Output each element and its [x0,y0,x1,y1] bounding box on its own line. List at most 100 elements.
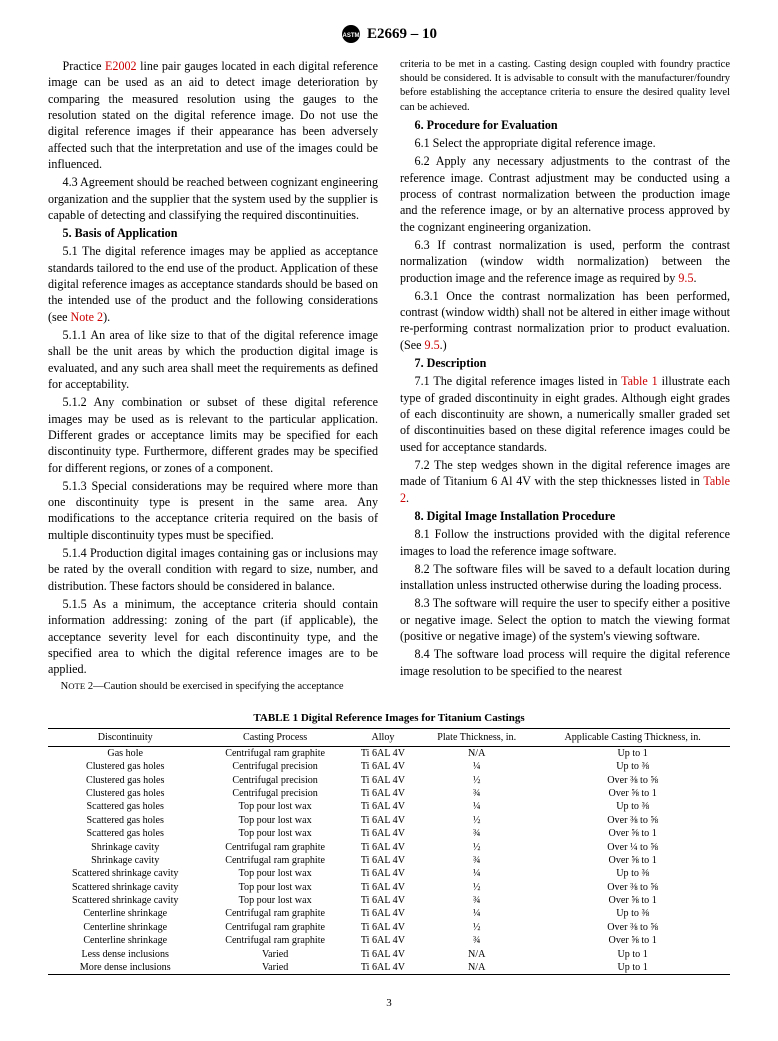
table-cell: Ti 6AL 4V [348,867,418,880]
para-5-1-3: 5.1.3 Special considerations may be requ… [48,478,378,543]
table-row: Scattered gas holesTop pour lost waxTi 6… [48,814,730,827]
table-row: Gas holeCentrifugal ram graphiteTi 6AL 4… [48,746,730,760]
para-7-2: 7.2 The step wedges shown in the digital… [400,457,730,506]
table-1-title: TABLE 1 Digital Reference Images for Tit… [48,712,730,724]
table-cell: Scattered gas holes [48,827,202,840]
para-8-2: 8.2 The software files will be saved to … [400,561,730,594]
table-cell: ½ [418,840,535,853]
table-row: Scattered shrinkage cavityTop pour lost … [48,867,730,880]
table-row: Scattered shrinkage cavityTop pour lost … [48,894,730,907]
table-row: Scattered gas holesTop pour lost waxTi 6… [48,800,730,813]
table-cell: Ti 6AL 4V [348,773,418,786]
table-cell: ¾ [418,894,535,907]
table-cell: Ti 6AL 4V [348,840,418,853]
table-cell: N/A [418,961,535,975]
table-cell: Over ⅝ to 1 [535,934,730,947]
table-cell: N/A [418,746,535,760]
table-cell: Varied [202,961,347,975]
table-cell: Ti 6AL 4V [348,947,418,960]
table-cell: Scattered gas holes [48,800,202,813]
table-row: Shrinkage cavityCentrifugal ram graphite… [48,840,730,853]
table-cell: Up to ⅜ [535,867,730,880]
table-cell: Over ⅜ to ⅝ [535,880,730,893]
astm-logo-icon: ASTM [341,24,361,44]
table-cell: Ti 6AL 4V [348,760,418,773]
table-cell: Ti 6AL 4V [348,827,418,840]
table-cell: Centrifugal ram graphite [202,746,347,760]
table-row: Scattered shrinkage cavityTop pour lost … [48,880,730,893]
table-cell: Clustered gas holes [48,773,202,786]
svg-text:ASTM: ASTM [342,33,359,39]
table-cell: Centrifugal ram graphite [202,907,347,920]
table-cell: Up to ⅜ [535,907,730,920]
para-6-2: 6.2 Apply any necessary adjustments to t… [400,153,730,235]
table-row: Centerline shrinkageCentrifugal ram grap… [48,934,730,947]
table-cell: Centerline shrinkage [48,934,202,947]
para-5-1-5: 5.1.5 As a minimum, the acceptance crite… [48,596,378,678]
table-cell: Ti 6AL 4V [348,880,418,893]
table-cell: Up to ⅜ [535,800,730,813]
table-row: Shrinkage cavityCentrifugal ram graphite… [48,854,730,867]
table-cell: Up to 1 [535,947,730,960]
para-8-3: 8.3 The software will require the user t… [400,595,730,644]
para-5-1-1: 5.1.1 An area of like size to that of th… [48,327,378,392]
table-cell: Ti 6AL 4V [348,746,418,760]
para-5-1-2: 5.1.2 Any combination or subset of these… [48,394,378,476]
section-5-title: 5. Basis of Application [48,225,378,241]
table-cell: Top pour lost wax [202,894,347,907]
table-row: Clustered gas holesCentrifugal precision… [48,760,730,773]
table-cell: Clustered gas holes [48,787,202,800]
table-cell: Top pour lost wax [202,800,347,813]
table-cell: Scattered shrinkage cavity [48,880,202,893]
table-row: Scattered gas holesTop pour lost waxTi 6… [48,827,730,840]
table-cell: Centrifugal ram graphite [202,840,347,853]
table-cell: Up to 1 [535,961,730,975]
table-cell: Over ⅝ to 1 [535,787,730,800]
table-cell: Ti 6AL 4V [348,934,418,947]
table-cell: Over ⅜ to ⅝ [535,773,730,786]
page-number: 3 [48,997,730,1009]
table-cell: Ti 6AL 4V [348,814,418,827]
table-header-cell: Casting Process [202,728,347,746]
table-cell: Centrifugal precision [202,787,347,800]
table-cell: Centerline shrinkage [48,907,202,920]
table-row: Less dense inclusionsVariedTi 6AL 4VN/AU… [48,947,730,960]
table-cell: Ti 6AL 4V [348,907,418,920]
table-row: Centerline shrinkageCentrifugal ram grap… [48,921,730,934]
table-cell: ½ [418,773,535,786]
table-cell: ¾ [418,854,535,867]
table-cell: Varied [202,947,347,960]
table-row: Centerline shrinkageCentrifugal ram grap… [48,907,730,920]
para-5-1: 5.1 The digital reference images may be … [48,243,378,325]
table-cell: Centrifugal precision [202,760,347,773]
para-6-3: 6.3 If contrast normalization is used, p… [400,237,730,286]
table-1-grid: DiscontinuityCasting ProcessAlloyPlate T… [48,728,730,975]
designation-text: E2669 – 10 [367,26,437,43]
table-cell: Top pour lost wax [202,880,347,893]
table-cell: Scattered shrinkage cavity [48,867,202,880]
para-8-4: 8.4 The software load process will requi… [400,646,730,679]
para-6-1: 6.1 Select the appropriate digital refer… [400,135,730,151]
para-4-2-cont: Practice E2002 line pair gauges located … [48,58,378,172]
table-cell: N/A [418,947,535,960]
document-page: ASTM E2669 – 10 Practice E2002 line pair… [0,0,778,1029]
table-cell: Over ⅝ to 1 [535,854,730,867]
table-cell: Over ⅝ to 1 [535,894,730,907]
table-cell: ½ [418,921,535,934]
table-cell: Centrifugal ram graphite [202,934,347,947]
table-cell: Centrifugal precision [202,773,347,786]
note-2a: NOTE 2—Caution should be exercised in sp… [48,680,378,694]
table-cell: ¾ [418,827,535,840]
table-row: Clustered gas holesCentrifugal precision… [48,773,730,786]
table-cell: Over ⅜ to ⅝ [535,921,730,934]
table-cell: Up to ⅜ [535,760,730,773]
table-cell: Ti 6AL 4V [348,854,418,867]
page-header: ASTM E2669 – 10 [48,24,730,44]
table-cell: Ti 6AL 4V [348,921,418,934]
table-header-cell: Discontinuity [48,728,202,746]
table-header-cell: Alloy [348,728,418,746]
table-cell: Over ⅜ to ⅝ [535,814,730,827]
table-cell: ¼ [418,800,535,813]
para-7-1: 7.1 The digital reference images listed … [400,373,730,455]
table-cell: ¼ [418,907,535,920]
